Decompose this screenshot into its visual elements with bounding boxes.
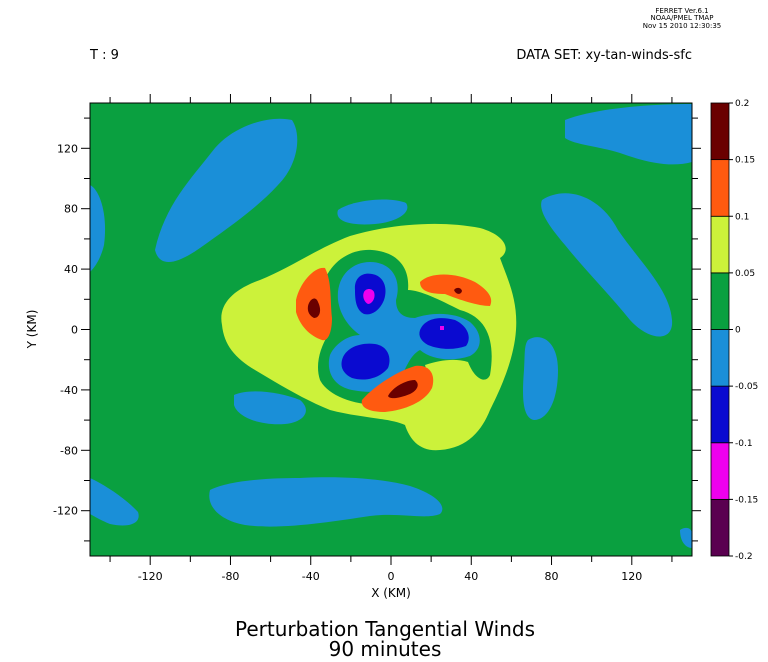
colorbar-swatch — [710, 215, 730, 274]
colorbar-swatch — [710, 272, 730, 330]
x-axis: -120 -80 -40 0 40 80 120 — [109, 94, 673, 583]
colorbar-label: 0.1 — [735, 212, 749, 222]
colorbar-swatch — [710, 385, 730, 444]
contour-neg005-west-edge — [90, 185, 106, 272]
chart-subtitle: 90 minutes — [329, 637, 442, 661]
colorbar-swatch — [710, 498, 730, 557]
contour-pos015-west — [307, 298, 321, 318]
x-tick-label: -120 — [138, 570, 163, 583]
contour-neg005-ne — [565, 104, 692, 165]
contour-neg005-sw — [234, 391, 306, 425]
x-tick-label: 80 — [545, 570, 559, 583]
contour-neg015-north — [363, 289, 375, 304]
time-label: T : 9 — [89, 48, 119, 63]
x-axis-label: X (KM) — [371, 586, 411, 600]
x-tick-label: -40 — [302, 570, 320, 583]
contour-neg005-nw — [155, 118, 298, 263]
contour-neg005-north — [337, 199, 408, 225]
contour-neg005-southwest-edge — [90, 478, 139, 526]
contour-neg005-south — [209, 477, 443, 527]
x-tick-label: 0 — [388, 570, 395, 583]
contour-neg005-east — [541, 193, 673, 337]
contour-fills — [90, 104, 692, 548]
y-tick-label: -120 — [53, 505, 78, 518]
ferret-org: NOAA/PMEL TMAP — [651, 14, 714, 22]
contour-neg005-se-corner — [680, 527, 692, 548]
contour-pos015-south — [388, 380, 418, 399]
x-tick-label: 40 — [464, 570, 478, 583]
contour-neg005-se — [523, 337, 558, 420]
colorbar-label: 0 — [735, 326, 741, 336]
colorbar-swatch — [710, 159, 730, 217]
dataset-label: DATA SET: xy-tan-winds-sfc — [516, 48, 692, 63]
contour-neg01-east — [419, 318, 469, 349]
y-tick-label: 0 — [71, 324, 78, 337]
colorbar-label: -0.1 — [735, 439, 753, 449]
plot-area — [89, 102, 693, 557]
y-tick-label: 80 — [64, 203, 78, 216]
colorbar-swatch — [710, 102, 730, 161]
contour-neg01-south — [341, 343, 390, 380]
colorbar-swatch — [710, 329, 730, 387]
colorbar-label: 0.15 — [735, 156, 755, 166]
y-tick-label: 120 — [57, 142, 78, 155]
colorbar-label: 0.05 — [735, 269, 755, 279]
colorbar-label: -0.15 — [735, 495, 758, 505]
ferret-version: FERRET Ver.6.1 — [655, 7, 708, 15]
colorbar: -0.2 -0.15 -0.1 -0.05 0 0.05 0.1 0.15 0.2 — [710, 99, 758, 562]
contour-neg015-east — [440, 326, 444, 330]
x-tick-label: -80 — [221, 570, 239, 583]
colorbar-swatch — [710, 442, 730, 500]
y-axis: -120 -80 -40 0 40 80 120 — [53, 117, 701, 542]
y-tick-label: -40 — [60, 384, 78, 397]
y-axis-label: Y (KM) — [25, 310, 39, 350]
y-tick-label: -80 — [60, 444, 78, 457]
ferret-timestamp: Nov 15 2010 12:30:35 — [643, 22, 722, 30]
colorbar-label: -0.05 — [735, 382, 758, 392]
contour-pos015-northeast — [454, 287, 462, 294]
x-tick-label: 120 — [621, 570, 642, 583]
colorbar-label: 0.2 — [735, 99, 749, 109]
colorbar-label: -0.2 — [735, 552, 753, 562]
y-tick-label: 40 — [64, 263, 78, 276]
chart-title: Perturbation Tangential Winds — [235, 617, 535, 641]
